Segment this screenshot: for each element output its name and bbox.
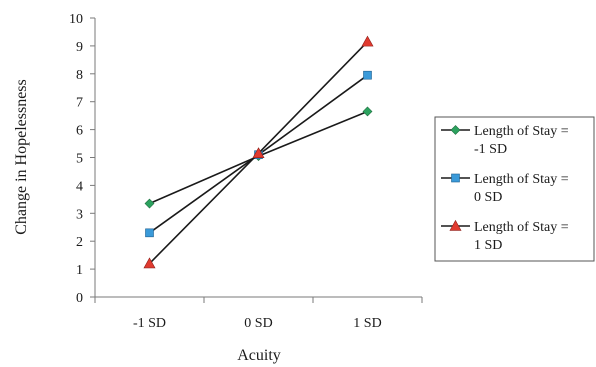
legend-box (434, 116, 595, 262)
axes: 0 1 2 3 4 5 6 7 8 9 10 -1 SD 0 SD 1 SD (69, 12, 423, 331)
legend-label-line2: 1 SD (474, 238, 502, 253)
legend-marker (450, 125, 461, 135)
x-axis-title: Acuity (237, 347, 281, 364)
legend-label-line2: 0 SD (474, 190, 502, 205)
legend: Length of Stay = -1 SD Length of Stay = 0 S… (434, 116, 595, 262)
data-point (143, 257, 156, 269)
data-point (252, 147, 265, 159)
y-tick-label: 8 (76, 68, 83, 83)
data-point (144, 198, 155, 209)
data-point (362, 106, 373, 117)
y-tick-label: 1 (76, 263, 83, 278)
data-point (363, 70, 372, 80)
legend-marker (451, 173, 460, 183)
y-tick-label: 4 (76, 179, 83, 194)
x-tick-label: -1 SD (133, 316, 166, 331)
x-tick-label: 1 SD (353, 316, 381, 331)
plot-area (143, 35, 374, 269)
y-tick-label: 5 (76, 152, 83, 167)
data-point (361, 35, 374, 47)
y-tick-label: 2 (76, 235, 83, 250)
y-tick-label: 3 (76, 207, 83, 222)
y-tick-label: 9 (76, 40, 83, 55)
series-3 (143, 35, 374, 269)
legend-entry-3: Length of Stay = 1 SD (441, 219, 569, 253)
y-tick-label: 10 (69, 12, 83, 27)
y-tick-label: 0 (76, 291, 83, 306)
y-tick-label: 7 (76, 96, 83, 111)
legend-entry-1: Length of Stay = -1 SD (441, 124, 569, 157)
y-tick-label: 6 (76, 124, 83, 139)
x-tick-label: 0 SD (244, 316, 272, 331)
legend-marker (449, 219, 462, 231)
legend-label-line2: -1 SD (474, 142, 507, 157)
y-axis-title: Change in Hopelessness (13, 79, 30, 235)
data-point (145, 228, 154, 238)
legend-label-line1: Length of Stay = (474, 172, 569, 187)
legend-label-line1: Length of Stay = (474, 124, 569, 139)
legend-label-line1: Length of Stay = (474, 220, 569, 235)
legend-entry-2: Length of Stay = 0 SD (441, 172, 569, 205)
